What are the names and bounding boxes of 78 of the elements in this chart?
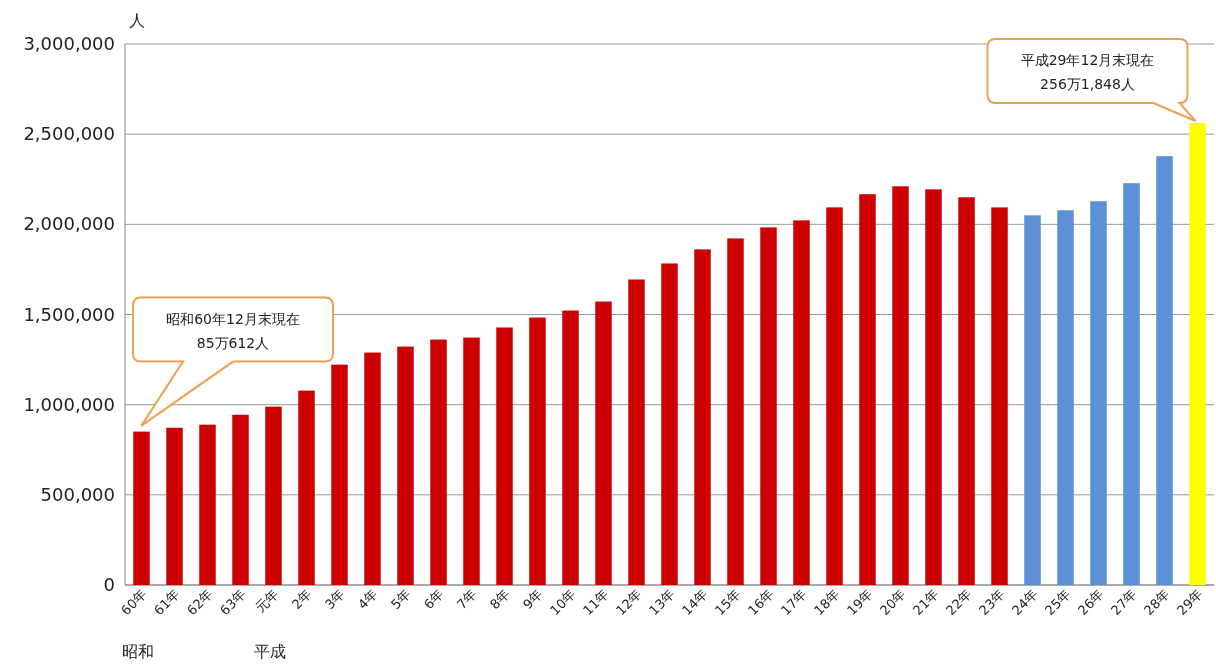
bar (562, 310, 579, 585)
x-tick-label: 25年 (1042, 586, 1074, 619)
text: 平成 (253, 642, 286, 661)
x-tick-label: 28年 (1141, 586, 1173, 619)
x-tick-label: 27年 (1108, 586, 1140, 619)
x-tick-label: 3年 (321, 586, 348, 613)
bar (298, 390, 315, 585)
x-tick-label: 18年 (811, 586, 843, 619)
x-tick-label: 63年 (217, 586, 249, 619)
y-tick-label: 1,000,000 (23, 393, 115, 415)
bar (1090, 201, 1107, 585)
annotation: 昭和60年12月末現在 85万612人 (166, 310, 300, 351)
y-tick-label: 500,000 (40, 483, 115, 505)
x-tick-label: 61年 (151, 586, 183, 619)
bar (661, 263, 678, 585)
x-tick-label: 22年 (943, 586, 975, 619)
x-tick-label: 16年 (745, 586, 777, 619)
bar (397, 346, 414, 585)
x-tick-label: 2年 (288, 586, 315, 613)
y-tick-label: 3,000,000 (23, 33, 115, 54)
x-tick-label: 11年 (580, 586, 612, 619)
bar (199, 424, 216, 585)
bar (1156, 156, 1173, 585)
x-tick-label: 5年 (387, 586, 414, 613)
bar (463, 337, 480, 585)
x-tick-label: 6年 (420, 586, 447, 613)
x-tick-label: 8年 (486, 586, 513, 613)
bar (595, 301, 612, 585)
bar (529, 317, 546, 585)
x-tick-label: 20年 (877, 586, 909, 619)
x-tick-label: 29年 (1174, 586, 1206, 619)
bar (1024, 215, 1041, 585)
bar (232, 414, 249, 585)
x-tick-label: 15年 (712, 586, 744, 619)
x-tick-label: 21年 (910, 586, 942, 619)
x-tick-label: 元年 (252, 586, 282, 616)
bar (925, 189, 942, 585)
x-tick-label: 10年 (547, 586, 579, 619)
bar (133, 431, 150, 585)
x-tick-label: 9年 (519, 586, 546, 613)
bar (1189, 123, 1206, 585)
bar (991, 207, 1008, 585)
x-tick-label: 4年 (354, 586, 381, 613)
annotation: 平成29年12月末現在 256万1,848人 (1020, 52, 1155, 93)
y-tick-label: 2,500,000 (23, 123, 115, 145)
bar (793, 220, 810, 585)
y-tick-label: 2,000,000 (23, 213, 115, 235)
y-axis-title: 人 (129, 11, 145, 30)
bar (430, 339, 447, 585)
text: 昭和 (121, 642, 154, 661)
x-tick-label: 62年 (184, 586, 216, 619)
bar (1057, 210, 1074, 585)
x-tick-label: 60年 (118, 586, 150, 619)
x-tick-label: 23年 (976, 586, 1008, 619)
bar (859, 194, 876, 585)
y-tick-label: 1,500,000 (23, 303, 115, 325)
bar (826, 207, 843, 585)
bar (694, 249, 711, 585)
bar (331, 364, 348, 585)
x-tick-label: 14年 (679, 586, 711, 619)
x-tick-label: 12年 (613, 586, 645, 619)
bar (265, 406, 282, 585)
x-tick-label: 17年 (778, 586, 810, 619)
bar (166, 427, 183, 585)
x-tick-label: 26年 (1075, 586, 1107, 619)
bar (496, 327, 513, 585)
bar (364, 352, 381, 585)
bar (760, 227, 777, 585)
bar (958, 197, 975, 585)
x-tick-label: 7年 (453, 586, 480, 613)
bar (892, 186, 909, 585)
bar (1123, 183, 1140, 585)
bar (727, 238, 744, 585)
x-tick-label: 24年 (1009, 586, 1041, 619)
y-tick-label: 0 (103, 574, 115, 595)
x-tick-label: 13年 (646, 586, 678, 619)
bar (628, 279, 645, 585)
x-tick-label: 19年 (844, 586, 876, 619)
